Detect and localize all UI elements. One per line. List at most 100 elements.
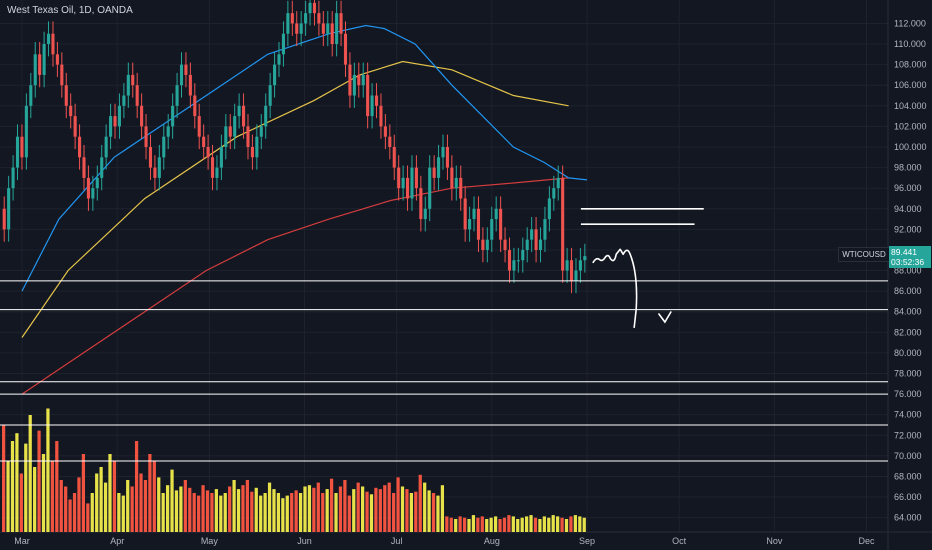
candle-body — [530, 229, 534, 240]
volume-bar — [454, 519, 458, 532]
volume-bar — [50, 460, 54, 532]
volume-bar — [423, 482, 427, 532]
volume-bar — [387, 482, 391, 532]
candle-body — [69, 105, 73, 117]
volume-bar — [6, 460, 10, 532]
candle-body — [202, 136, 206, 147]
candle-body — [343, 33, 348, 65]
candle-body — [326, 23, 330, 34]
candle-body — [569, 260, 574, 281]
candle-body — [295, 23, 299, 34]
volume-bar — [436, 495, 440, 532]
candle-body — [175, 85, 179, 106]
candle-body — [472, 208, 476, 220]
candle-body — [521, 249, 525, 261]
y-tick-label: 78.000 — [894, 369, 922, 379]
volume-bar — [307, 485, 312, 532]
candle-body — [410, 167, 414, 199]
volume-bar — [99, 467, 103, 532]
volume-bar — [205, 490, 210, 532]
volume-bar — [582, 517, 586, 532]
candle-body — [237, 105, 241, 117]
volume-bar — [37, 430, 41, 532]
candle-body — [51, 33, 55, 55]
y-tick-label: 102.000 — [894, 121, 927, 131]
volume-bar — [19, 473, 23, 532]
volume-bar — [192, 493, 196, 532]
volume-bar — [55, 441, 59, 532]
candle-body — [454, 177, 458, 189]
volume-bar — [480, 516, 484, 532]
volume-bar — [431, 493, 436, 532]
candle-body — [250, 146, 254, 158]
volume-bar — [72, 493, 77, 532]
y-tick-label: 70.000 — [894, 451, 922, 461]
x-tick-label: Oct — [672, 536, 687, 546]
candle-body — [255, 136, 259, 158]
candle-body — [95, 177, 99, 189]
volume-bar — [276, 493, 281, 532]
y-tick-label: 66.000 — [894, 492, 922, 502]
candle-body — [64, 85, 68, 106]
candle-body — [552, 188, 556, 199]
volume-bar — [321, 493, 325, 532]
candle-body — [184, 64, 188, 75]
volume-bar — [103, 482, 108, 532]
volume-bar — [378, 489, 382, 532]
volume-bar — [64, 486, 68, 532]
volume-bar — [312, 487, 316, 532]
projection-drawing — [592, 248, 638, 329]
candle-body — [82, 157, 86, 178]
candle-body — [459, 177, 463, 199]
volume-bar — [214, 489, 218, 532]
volume-bar — [374, 487, 378, 532]
volume-bar — [41, 454, 46, 532]
candle-body — [273, 64, 277, 86]
volume-bar — [445, 516, 449, 532]
x-tick-label: Mar — [14, 536, 30, 546]
volume-bar — [564, 519, 569, 532]
volume-bar — [10, 441, 15, 532]
candle-body — [188, 74, 192, 96]
candle-body — [330, 23, 334, 45]
volume-bar — [520, 517, 524, 532]
volume-bar — [449, 517, 453, 532]
volume-bar — [511, 516, 515, 532]
volume-bar — [547, 517, 551, 532]
y-tick-label: 104.000 — [894, 101, 927, 111]
volume-bar — [77, 477, 81, 532]
candle-body — [335, 13, 339, 45]
volume-bar — [15, 433, 19, 532]
candle-body — [379, 105, 383, 127]
volume-bar — [81, 454, 86, 532]
candle-body — [15, 136, 20, 168]
candle-body — [304, 13, 308, 24]
volume-bar — [427, 490, 431, 532]
candle-body — [565, 260, 569, 271]
x-tick-label: Apr — [110, 536, 124, 546]
y-tick-label: 108.000 — [894, 60, 927, 70]
candle-body — [357, 74, 361, 86]
volume-bar — [471, 515, 476, 532]
y-tick-label: 96.000 — [894, 183, 922, 193]
volume-bar — [210, 493, 214, 532]
candle-body — [388, 136, 392, 147]
candle-body — [370, 95, 374, 117]
y-tick-label: 68.000 — [894, 471, 922, 481]
candle-body — [215, 167, 219, 178]
candle-body — [397, 167, 401, 189]
candle-body — [157, 157, 161, 178]
y-tick-label: 110.000 — [894, 39, 926, 49]
x-tick-label: Sep — [579, 536, 595, 546]
volume-bar — [538, 519, 542, 532]
volume-bar — [59, 480, 63, 532]
volume-bar — [197, 495, 201, 532]
candle-body — [361, 74, 365, 86]
symbol-label: WTICOUSD — [838, 247, 890, 262]
volume-bar — [285, 495, 289, 532]
volume-bar — [462, 517, 467, 532]
x-tick-label: May — [201, 536, 219, 546]
volume-bar — [259, 495, 263, 532]
y-tick-label: 98.000 — [894, 163, 922, 173]
